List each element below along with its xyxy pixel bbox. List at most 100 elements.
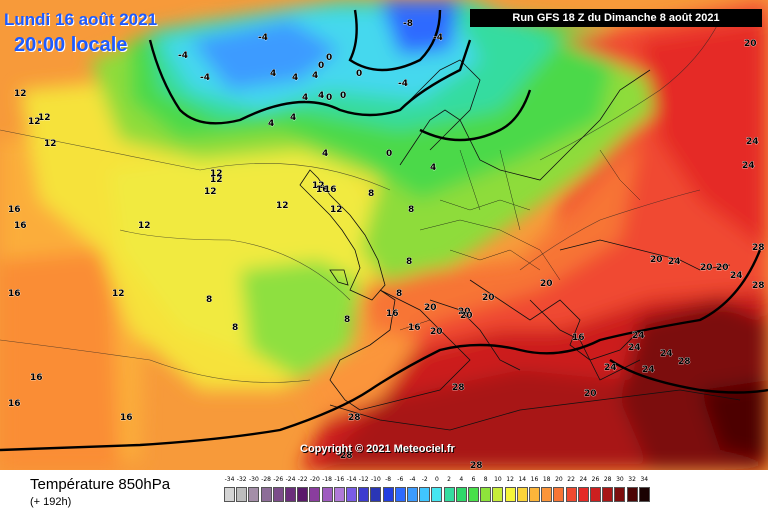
legend-label: -18 — [322, 476, 332, 483]
legend-label: 22 — [567, 476, 575, 483]
legend-swatch — [297, 487, 309, 502]
legend-label: 8 — [483, 476, 488, 483]
isotherm-label: 0 — [326, 53, 332, 63]
legend-label: 20 — [555, 476, 563, 483]
legend-swatch — [248, 487, 260, 502]
legend-label: -24 — [285, 476, 296, 483]
forecast-offset: (+ 192h) — [30, 496, 72, 508]
isotherm-label: 20 — [584, 389, 597, 399]
isotherm-label: 4 — [292, 73, 298, 83]
legend-swatch — [553, 487, 565, 502]
contour-lines — [0, 19, 721, 383]
legend-swatch — [614, 487, 626, 502]
isotherm-label: 12 — [28, 117, 41, 127]
legend-swatch — [577, 487, 589, 502]
isotherm-label: 8 — [396, 289, 402, 299]
legend-label: -26 — [273, 476, 284, 483]
isotherm-label: 16 — [8, 205, 21, 215]
legend-swatch — [272, 487, 284, 502]
isotherm-label: 0 — [326, 93, 332, 103]
isotherm-label: 28 — [752, 281, 765, 291]
legend-swatch — [602, 487, 614, 502]
isotherm-label: -4 — [178, 51, 188, 61]
isotherm-label: 20 — [482, 293, 495, 303]
forecast-date: Lundi 16 août 2021 — [4, 10, 158, 29]
legend-swatch — [370, 487, 382, 502]
legend-swatch — [346, 487, 357, 502]
isotherm-label: 12 — [276, 201, 289, 211]
isotherm-label: -8 — [403, 19, 413, 29]
legend-label: -2 — [421, 476, 428, 483]
isotherm-label: 12 — [14, 89, 27, 99]
legend-label: 18 — [542, 476, 551, 483]
isotherm-label: 20 — [650, 255, 663, 265]
legend-label: -14 — [346, 476, 357, 483]
legend-swatch — [260, 487, 272, 502]
isotherm-label: 28 — [678, 357, 691, 367]
model-run-label: Run GFS 18 Z du Dimanche 8 août 2021 — [470, 9, 762, 27]
isotherm-label: 4 — [322, 149, 328, 159]
isotherm-label: 20 — [540, 279, 553, 289]
isotherm-label: 12 — [312, 181, 325, 191]
isotherm-label: 8 — [406, 257, 412, 267]
legend-label: -16 — [334, 476, 345, 483]
isotherm-label: 4 — [290, 113, 296, 123]
isotherm-label: 4 — [430, 163, 436, 173]
legend-swatch — [541, 487, 553, 502]
isotherm-label: 20 — [424, 303, 437, 313]
legend-label: 6 — [471, 476, 476, 483]
isotherm-label: 16 — [316, 185, 329, 195]
legend-label: 26 — [591, 476, 600, 483]
isotherm-label: 24 — [668, 257, 681, 267]
legend-swatch — [321, 487, 333, 502]
isotherm-label: 12 — [138, 221, 151, 231]
isotherm-label: 8 — [408, 205, 414, 215]
isotherm-label: 24 — [628, 343, 641, 353]
borders — [399, 149, 641, 341]
isotherm-label: 12 — [210, 169, 223, 179]
isotherm-label: 12 — [38, 113, 51, 123]
legend-label: -8 — [385, 476, 392, 483]
temperature-fields — [0, 0, 768, 470]
isotherm-label: 16 — [14, 221, 27, 231]
legend-label: 4 — [459, 476, 464, 483]
isotherm-label: 12 — [44, 139, 57, 149]
legend-label: 14 — [518, 476, 527, 483]
isotherm-label: 8 — [206, 295, 212, 305]
legend-swatch — [358, 487, 370, 502]
legend-label: -20 — [309, 476, 320, 483]
isotherm-label: 16 — [8, 399, 21, 409]
legend-label: -28 — [261, 476, 271, 483]
legend-swatch — [590, 487, 601, 502]
isotherm-label: 28 — [452, 383, 465, 393]
legend-swatch — [638, 487, 650, 502]
legend-label: -34 — [224, 476, 235, 483]
legend-label: 32 — [628, 476, 636, 483]
isotherm-label: 24 — [632, 331, 645, 341]
legend-swatch — [565, 487, 577, 502]
isotherm-label: 12 — [210, 175, 223, 185]
legend-label: -12 — [358, 476, 369, 483]
isotherm-label: -4 — [433, 33, 443, 43]
isotherm-label: -4 — [398, 79, 408, 89]
footer: Température 850hPa (+ 192h) -34 -32 -30 -28… — [0, 470, 768, 512]
coastlines — [299, 59, 741, 431]
isotherm-label: 8 — [368, 189, 374, 199]
legend-label: 30 — [616, 476, 624, 483]
isotherm-label: 20 — [430, 327, 443, 337]
isotherm-label: 4 — [270, 69, 276, 79]
legend-label: -6 — [397, 476, 404, 483]
isotherm-label: 20 — [458, 307, 471, 317]
forecast-time: 20:00 locale — [14, 34, 128, 56]
legend-label: -4 — [409, 476, 416, 483]
isotherm-lines — [0, 9, 768, 452]
legend-label: -30 — [248, 476, 259, 483]
legend-label: 10 — [494, 476, 502, 483]
legend-swatch — [468, 487, 479, 502]
isotherm-label: 16 — [8, 289, 21, 299]
isotherm-label: 16 — [386, 309, 399, 319]
isotherm-label: 12 — [204, 187, 217, 197]
isotherm-label: 0 — [340, 91, 346, 101]
legend-label: 28 — [603, 476, 612, 483]
isotherm-label: 24 — [604, 363, 617, 373]
